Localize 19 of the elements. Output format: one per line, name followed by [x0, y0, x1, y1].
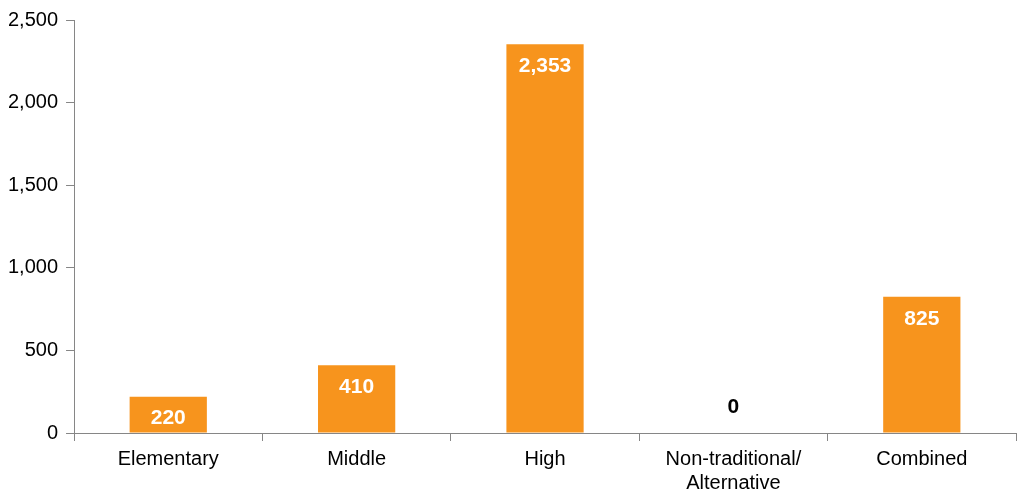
bar [318, 365, 396, 433]
data-label: 825 [904, 305, 940, 329]
y-tick-label: 500 [24, 337, 59, 360]
y-tick-label: 0 [46, 420, 59, 443]
x-tick-label: Combined [876, 446, 968, 469]
x-tick-label: Non-traditional/ Alternative [665, 446, 802, 493]
x-tick-label: High [524, 446, 566, 469]
data-label: 410 [339, 374, 375, 398]
data-label: 2,353 [518, 53, 572, 77]
y-tick-label: 1,000 [7, 255, 59, 278]
data-label: 0 [727, 393, 740, 417]
bar [506, 44, 584, 433]
x-tick-label: Elementary [117, 446, 219, 469]
data-label: 220 [150, 405, 186, 429]
y-tick-label: 2,000 [7, 90, 59, 113]
bar [883, 296, 961, 433]
y-tick-label: 1,500 [7, 172, 59, 195]
y-tick-label: 2,500 [7, 7, 59, 30]
x-tick-label: Middle [327, 446, 387, 469]
